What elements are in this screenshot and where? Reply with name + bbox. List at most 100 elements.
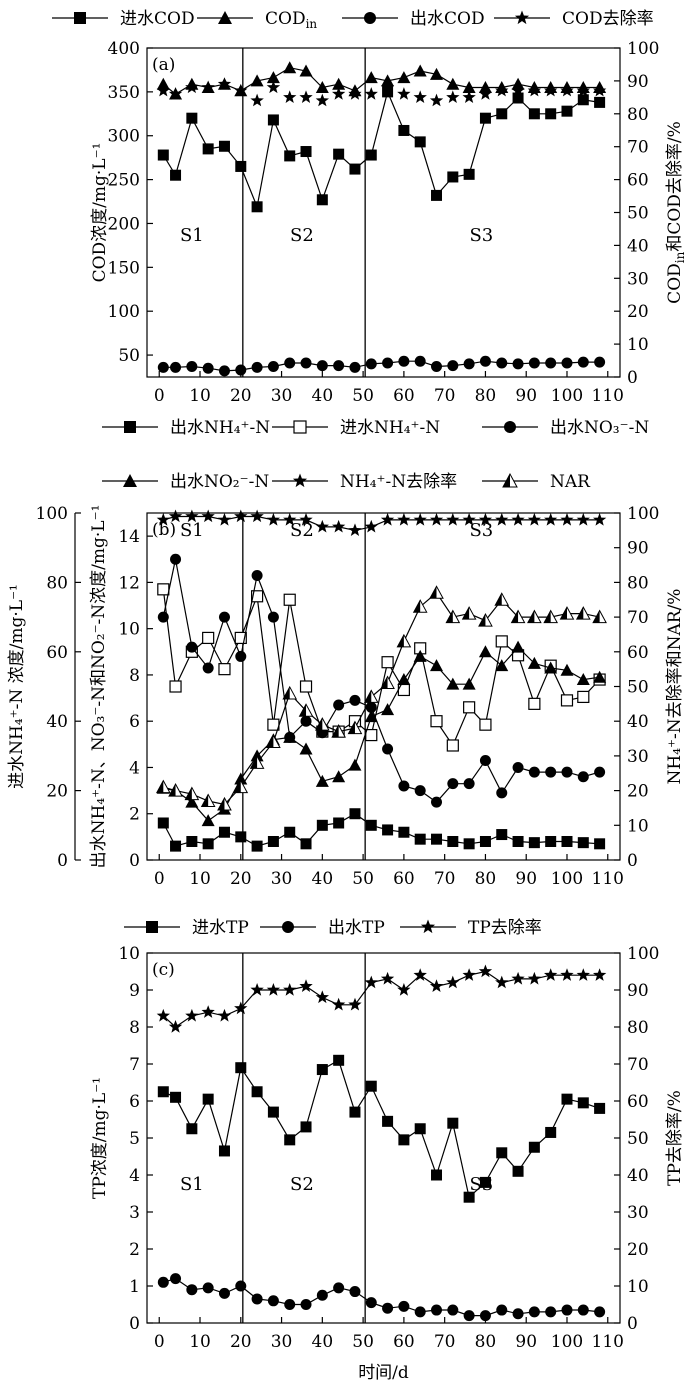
data-point	[283, 983, 297, 996]
y-right-tick-label: 60	[627, 643, 649, 663]
data-point	[414, 1306, 426, 1318]
series-5	[156, 509, 607, 536]
y-tick-label-left: 1	[129, 1277, 140, 1297]
data-point	[251, 1293, 263, 1305]
data-point	[365, 1297, 377, 1309]
stage-label-S1: S1	[180, 1174, 204, 1195]
x-tick-label: 110	[592, 869, 624, 889]
y-tick-label-outer: 40	[46, 712, 68, 732]
y-right-tick-label: 70	[627, 138, 649, 158]
data-point	[545, 1126, 557, 1138]
y-tick-label-left: 9	[129, 981, 140, 1001]
data-point	[561, 1093, 573, 1105]
data-point	[496, 1304, 508, 1316]
data-point	[478, 512, 493, 526]
data-point	[414, 785, 426, 797]
legend-label: TP去除率	[468, 918, 542, 938]
data-point	[365, 149, 377, 161]
y-tick-label-inner: 2	[129, 805, 140, 825]
data-point	[560, 83, 574, 97]
data-point	[479, 1176, 491, 1188]
data-point	[382, 86, 394, 98]
data-point	[479, 718, 492, 731]
data-point	[349, 1106, 361, 1118]
data-point	[544, 512, 558, 526]
data-point	[235, 160, 247, 172]
y-right-tick-label: 80	[627, 1018, 649, 1038]
data-point	[348, 523, 362, 536]
x-tick-label: 70	[434, 386, 456, 406]
x-tick-label: 20	[230, 869, 252, 889]
data-point	[267, 835, 279, 847]
y-tick-label-outer: 0	[57, 851, 68, 871]
series-3	[157, 355, 606, 377]
legend-label: 出水TP	[328, 918, 385, 938]
data-point	[168, 783, 183, 797]
data-point	[380, 80, 395, 94]
series-3	[157, 553, 606, 808]
series-line	[163, 1277, 600, 1317]
legend-label: COD去除率	[562, 9, 654, 29]
data-point	[202, 631, 215, 645]
data-point	[218, 1145, 230, 1157]
y-tick-label-inner: 8	[129, 666, 140, 686]
data-point-fill	[201, 794, 209, 807]
x-tick-label: 90	[515, 386, 537, 406]
legend-label-text: 进水COD	[120, 9, 195, 29]
stage-label-S2: S2	[290, 520, 314, 541]
series-line	[162, 970, 600, 1028]
legend-label: 出水NO₂⁻-N	[170, 472, 269, 492]
legend-label: NAR	[550, 472, 591, 492]
data-point	[462, 512, 476, 526]
x-tick-label: 60	[393, 869, 415, 889]
data-point	[462, 968, 476, 981]
stage-label-S3: S3	[469, 225, 493, 246]
data-point	[267, 114, 279, 126]
data-point-fill	[413, 600, 421, 613]
y-right-tick-label: 10	[627, 335, 649, 355]
x-tick-label: 100	[551, 869, 583, 889]
y-right-tick-label: 30	[627, 269, 649, 289]
data-point	[365, 358, 377, 370]
data-point	[186, 1284, 198, 1296]
data-point	[414, 833, 426, 845]
data-point	[299, 64, 313, 77]
data-point	[186, 1123, 198, 1135]
data-point-fill	[495, 593, 502, 606]
data-point	[431, 1304, 443, 1316]
data-point	[316, 194, 328, 206]
data-point	[496, 829, 508, 841]
data-point	[333, 699, 345, 711]
data-point	[593, 512, 607, 526]
data-point	[543, 609, 559, 624]
y-right-tick-label: 20	[627, 782, 649, 802]
data-point-fill	[348, 721, 355, 734]
x-tick-label: 70	[434, 1332, 456, 1352]
data-point	[511, 83, 525, 97]
data-point	[577, 771, 589, 783]
data-point	[298, 703, 314, 717]
data-point	[234, 1001, 248, 1015]
data-point	[202, 838, 214, 850]
x-tick-label: 10	[189, 869, 211, 889]
data-point	[463, 1191, 475, 1203]
data-point	[577, 356, 589, 368]
data-point	[250, 74, 264, 87]
y-right-tick-label: 90	[627, 539, 649, 559]
x-tick-label: 20	[230, 1332, 252, 1352]
data-point	[398, 355, 410, 367]
y-right-tick-label: 0	[627, 368, 638, 388]
data-point	[463, 168, 475, 180]
data-point	[186, 360, 198, 372]
data-point	[495, 975, 509, 989]
data-point	[299, 512, 313, 526]
x-tick-label: 60	[393, 386, 415, 406]
legend-label: 进水COD	[120, 9, 195, 29]
data-point	[251, 840, 263, 852]
data-point	[202, 362, 214, 374]
y-right-tick-label: 60	[627, 171, 649, 191]
y-tick-label-inner: 0	[129, 851, 140, 871]
x-tick-label: 70	[434, 869, 456, 889]
data-point	[235, 831, 247, 843]
series-1	[157, 1054, 606, 1203]
